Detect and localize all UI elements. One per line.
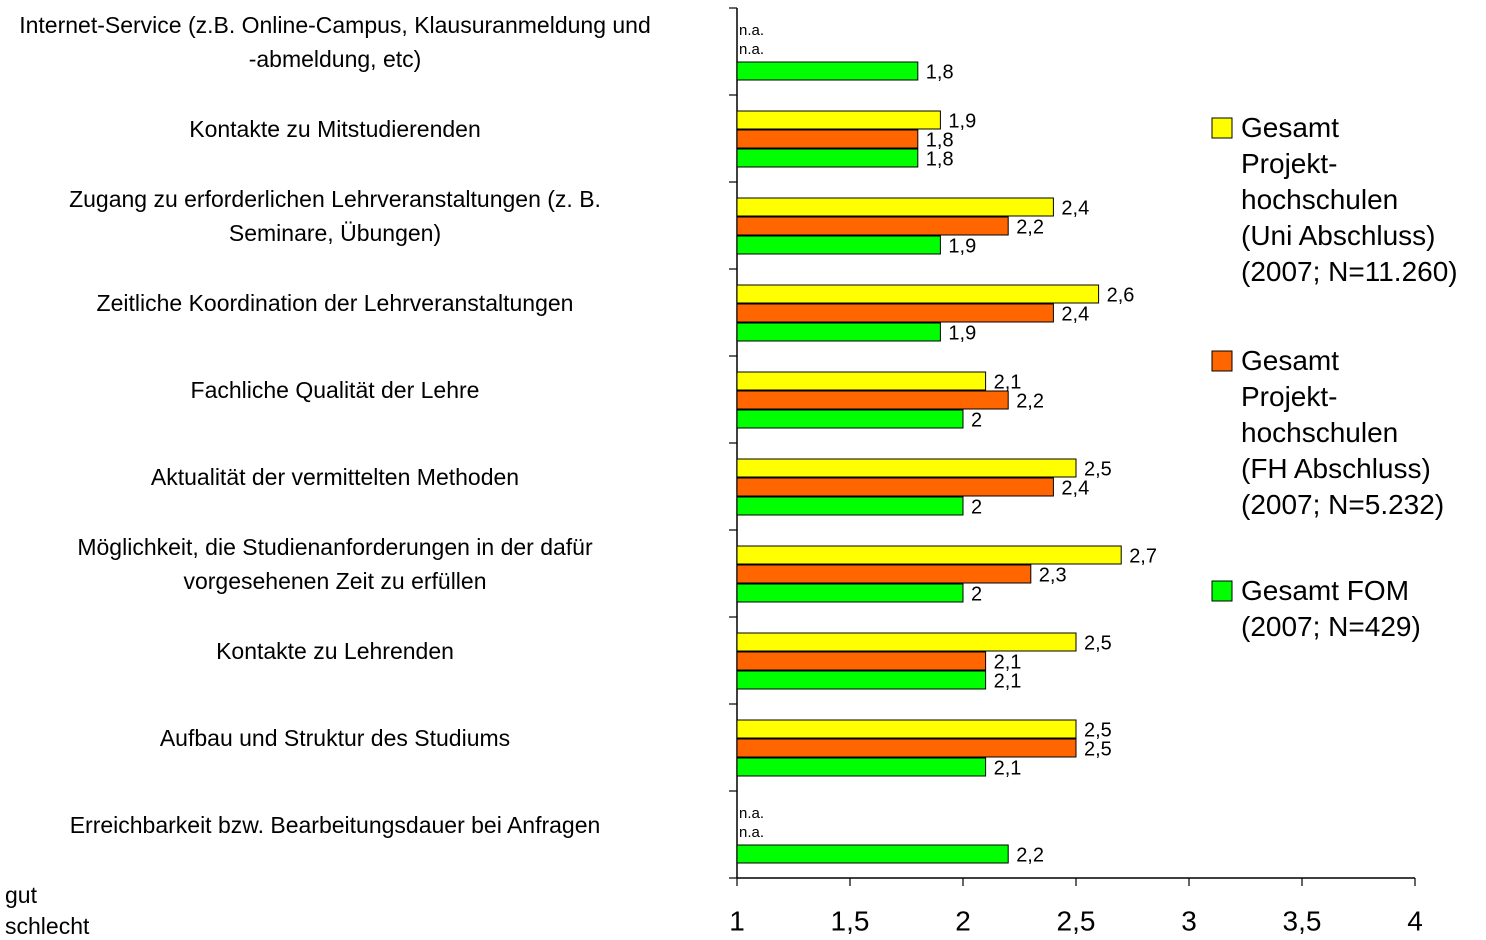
value-label: 2,1 [994,371,1022,393]
category-label: Zugang zu erforderlichen Lehrveranstaltu… [69,185,601,246]
value-label: n.a. [739,805,764,822]
bar [736,719,1077,739]
bar [736,322,941,342]
legend-label: Gesamt Projekt- hochschulen (Uni Abschlu… [1241,112,1458,287]
category-label: Erreichbarkeit bzw. Bearbeitungsdauer be… [69,811,601,838]
bar [736,496,964,516]
value-label: 2,5 [1084,632,1112,654]
value-label: n.a. [739,22,764,39]
bar [736,757,987,777]
x-tick-label: 1 [729,905,745,936]
bar [736,390,1009,410]
legend-swatch [1211,350,1233,372]
value-label: 2 [971,409,982,431]
bar [736,197,1054,217]
value-label: 2,4 [1061,197,1089,219]
value-label: 2,4 [1061,303,1089,325]
legend-swatch [1211,580,1233,602]
value-label: 2,5 [1084,458,1112,480]
bar [736,844,1009,864]
value-label: 2,1 [994,757,1022,779]
bar [736,632,1077,652]
category-label: Kontakte zu Lehrenden [216,637,454,664]
x-tick-label: 2 [955,905,971,936]
value-label: 2,5 [1084,738,1112,760]
value-label: 2,2 [1016,844,1044,866]
annotation: gut [5,882,37,908]
bar [736,148,919,168]
bar [736,738,1077,758]
bar [736,583,964,603]
bar [736,129,919,149]
bar [736,371,987,391]
bar [736,216,1009,236]
bar [736,670,987,690]
bar [736,651,987,671]
x-tick-label: 3,5 [1283,905,1322,936]
category-label: Zeitliche Koordination der Lehrveranstal… [96,289,574,316]
x-tick-label: 2,5 [1057,905,1096,936]
value-label: 1,8 [926,129,954,151]
value-label: 2,5 [1084,719,1112,741]
value-label: 2,2 [1016,390,1044,412]
value-label: 2,7 [1129,545,1157,567]
value-label: 2,2 [1016,216,1044,238]
category-label: Aktualität der vermittelten Methoden [150,463,520,490]
value-label: 1,8 [926,61,954,83]
value-label: 2 [971,496,982,518]
value-label: 1,9 [948,322,976,344]
x-tick-label: 1,5 [831,905,870,936]
x-tick-label: 3 [1181,905,1197,936]
category-label: Möglichkeit, die Studienanforderungen in… [77,533,593,594]
value-label: 2,1 [994,670,1022,692]
bar [736,564,1032,584]
value-label: 1,8 [926,148,954,170]
value-label: 2 [971,583,982,605]
bar [736,545,1122,565]
bar [736,477,1054,497]
legend-swatch [1211,117,1233,139]
value-label: 1,9 [948,110,976,132]
value-label: 2,3 [1039,564,1067,586]
legend-label: Gesamt Projekt- hochschulen (FH Abschlus… [1241,345,1445,520]
category-label: Internet-Service (z.B. Online-Campus, Kl… [19,11,651,72]
category-label: Aufbau und Struktur des Studiums [159,724,511,751]
value-label: 2,4 [1061,477,1089,499]
value-label: 1,9 [948,235,976,257]
legend-label: Gesamt FOM (2007; N=429) [1241,575,1421,642]
category-label: Kontakte zu Mitstudierenden [189,115,481,142]
x-tick-label: 4 [1407,905,1423,936]
bar [736,409,964,429]
category-label: Fachliche Qualität der Lehre [190,376,480,403]
value-label: n.a. [739,824,764,841]
bar [736,110,941,130]
bar [736,284,1100,304]
bar [736,61,919,81]
bar [736,235,941,255]
annotation: schlecht [5,913,90,939]
bar [736,303,1054,323]
bar [736,458,1077,478]
value-label: 2,6 [1107,284,1135,306]
value-label: 2,1 [994,651,1022,673]
value-label: n.a. [739,41,764,58]
